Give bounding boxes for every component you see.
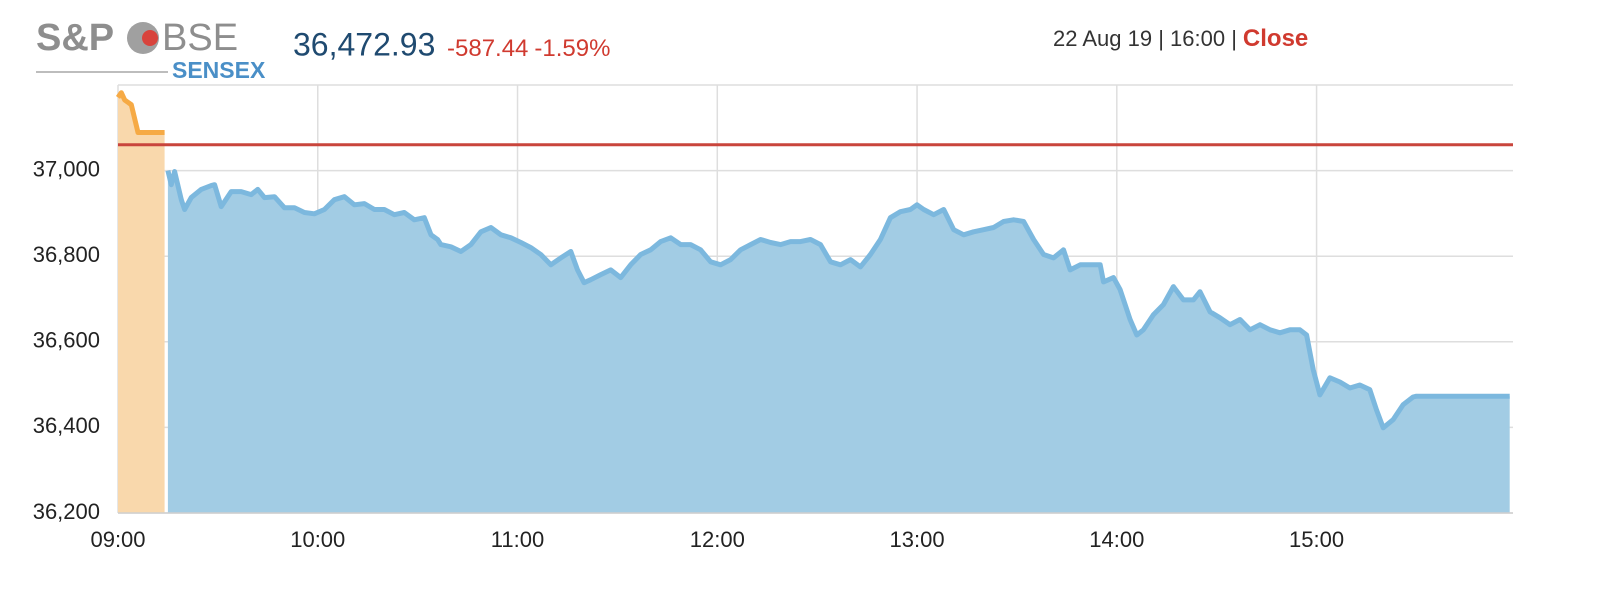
logo: S&P BSE SENSEX bbox=[36, 17, 266, 83]
y-tick-label: 36,600 bbox=[33, 328, 100, 353]
timestamp: 22 Aug 19 | 16:00 | bbox=[1053, 26, 1237, 51]
x-tick-label: 11:00 bbox=[491, 527, 544, 552]
logo-right: BSE bbox=[162, 17, 238, 59]
change-pct: -1.59% bbox=[534, 35, 610, 62]
plot: 36,200 36,400 36,600 36,800 37,000 09:00 10:00… bbox=[33, 84, 1513, 552]
area bbox=[118, 92, 165, 513]
logo-left: S&P bbox=[36, 17, 114, 59]
y-tick-label: 36,200 bbox=[33, 499, 100, 524]
area bbox=[167, 170, 1510, 513]
y-tick-label: 36,800 bbox=[33, 242, 100, 267]
x-tick-label: 09:00 bbox=[90, 527, 145, 552]
x-tick-label: 15:00 bbox=[1289, 527, 1344, 552]
x-tick-label: 14:00 bbox=[1089, 527, 1144, 552]
logo-icon-dot bbox=[142, 30, 158, 46]
y-tick-label: 37,000 bbox=[33, 156, 100, 181]
change: -587.44 -1.59% bbox=[447, 35, 610, 62]
market-status: Close bbox=[1243, 25, 1308, 52]
line bbox=[115, 90, 165, 135]
price: 36,472.93 bbox=[293, 26, 435, 62]
x-tick-label: 12:00 bbox=[690, 527, 745, 552]
line bbox=[165, 169, 1510, 431]
logo-sub: SENSEX bbox=[172, 57, 266, 83]
change-abs: -587.44 bbox=[447, 35, 528, 62]
x-tick-label: 13:00 bbox=[890, 527, 945, 552]
y-tick-label: 36,400 bbox=[33, 413, 100, 438]
x-tick-label: 10:00 bbox=[290, 527, 345, 552]
timestamp-row: 22 Aug 19 | 16:00 | Close bbox=[1053, 25, 1308, 52]
